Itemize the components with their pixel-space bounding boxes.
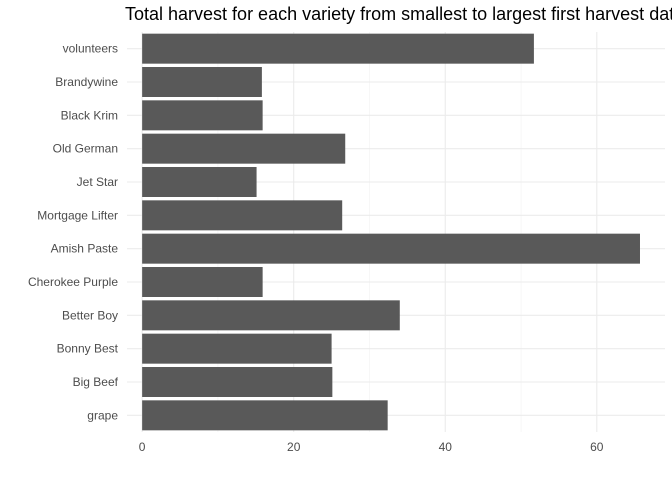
bar [142, 333, 332, 364]
y-tick-label: Cherokee Purple [28, 275, 118, 289]
bar [142, 233, 640, 264]
y-tick-label: grape [87, 408, 118, 422]
bar [142, 33, 534, 64]
x-tick-label: 40 [439, 440, 453, 454]
bar [142, 67, 262, 97]
y-tick-label: volunteers [63, 42, 118, 56]
y-tick-label: Big Beef [73, 375, 119, 389]
y-tick-label: Amish Paste [51, 242, 119, 256]
bar [142, 200, 343, 231]
x-axis-labels: 0 20 40 60 [139, 440, 604, 454]
bar [142, 300, 400, 331]
y-axis-labels: volunteers Brandywine Black Krim Old German… [28, 42, 119, 423]
y-tick-label: Bonny Best [57, 342, 119, 356]
chart-title: Total harvest for each variety from smal… [125, 4, 672, 24]
y-tick-label: Black Krim [61, 108, 118, 122]
bar [142, 267, 263, 297]
x-tick-label: 0 [139, 440, 146, 454]
y-tick-label: Better Boy [62, 308, 118, 322]
bar [142, 400, 388, 431]
x-tick-label: 60 [590, 440, 604, 454]
y-tick-label: Old German [53, 142, 118, 156]
x-tick-label: 20 [287, 440, 301, 454]
y-tick-label: Jet Star [77, 175, 118, 189]
bar [142, 133, 346, 164]
bar [142, 100, 263, 131]
bars [142, 33, 640, 431]
y-tick-label: Mortgage Lifter [37, 208, 118, 222]
y-tick-label: Brandywine [55, 75, 118, 89]
bar [142, 367, 333, 397]
bar [142, 167, 257, 197]
